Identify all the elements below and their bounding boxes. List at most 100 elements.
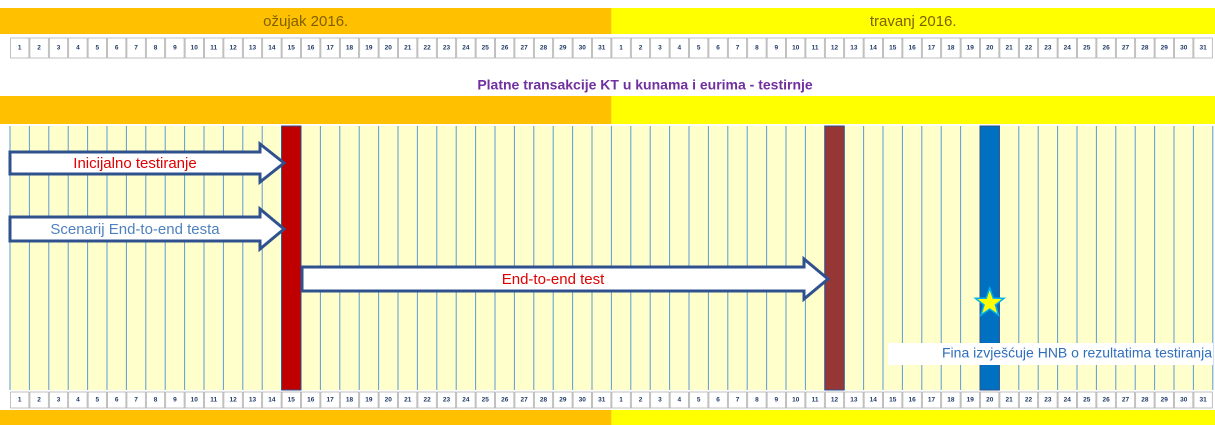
day-number: 25 [482, 397, 490, 404]
day-cell [320, 391, 340, 409]
task-label: End-to-end test [502, 271, 605, 288]
task-label: Scenarij End-to-end testa [50, 221, 220, 238]
day-number: 21 [1005, 45, 1013, 52]
milestone-label: Fina izvješćuje HNB o rezultatima testir… [942, 345, 1212, 361]
day-number: 24 [462, 45, 470, 52]
day-number: 31 [598, 397, 606, 404]
day-number: 27 [520, 45, 528, 52]
day-number: 29 [1161, 45, 1169, 52]
day-cell [533, 391, 554, 409]
day-number: 15 [889, 45, 897, 52]
day-number: 7 [134, 45, 138, 52]
day-number: 28 [1141, 397, 1149, 404]
month-band [0, 8, 612, 34]
day-number: 18 [346, 45, 354, 52]
milestone-label-bg [888, 343, 1213, 365]
day-number: 26 [1102, 45, 1110, 52]
day-cell [533, 37, 554, 59]
day-cell [359, 391, 379, 409]
day-cell [417, 37, 437, 59]
day-cell [1018, 391, 1039, 409]
day-number: 21 [404, 397, 412, 404]
day-number: 21 [1005, 397, 1013, 404]
day-number: 10 [191, 397, 199, 404]
day-cell [184, 391, 204, 409]
day-number: 31 [1199, 397, 1207, 404]
day-number: 22 [423, 397, 431, 404]
day-cell [262, 391, 282, 409]
day-cell [1154, 37, 1174, 59]
day-number: 22 [1025, 397, 1033, 404]
day-number: 16 [908, 45, 916, 52]
day-cell [29, 37, 49, 59]
day-cell [242, 391, 263, 409]
day-cell [1115, 391, 1136, 409]
day-number: 6 [115, 397, 119, 404]
day-cell [320, 37, 340, 59]
day-number: 4 [677, 45, 681, 52]
day-number: 8 [755, 45, 759, 52]
day-number: 6 [716, 397, 720, 404]
day-number: 20 [385, 45, 393, 52]
day-cell [301, 37, 321, 59]
day-number: 8 [154, 397, 158, 404]
day-number: 14 [268, 397, 276, 404]
day-number: 31 [1199, 45, 1207, 52]
day-cell [805, 37, 825, 59]
day-number: 1 [619, 45, 623, 52]
day-number: 2 [37, 397, 41, 404]
day-number: 21 [404, 45, 412, 52]
task-arrow [8, 205, 287, 253]
day-cell [766, 391, 786, 409]
day-number: 20 [385, 397, 393, 404]
day-cell [669, 391, 689, 409]
day-number: 25 [1083, 45, 1091, 52]
day-number: 29 [1161, 397, 1169, 404]
day-cell [339, 37, 360, 59]
day-number: 28 [540, 45, 548, 52]
day-number: 17 [928, 397, 936, 404]
day-number: 3 [57, 45, 61, 52]
day-number: 11 [812, 45, 819, 52]
day-cell [883, 391, 903, 409]
month-label: travanj 2016. [870, 13, 957, 30]
day-number: 10 [191, 45, 199, 52]
day-cell [204, 391, 224, 409]
milestone-bar [824, 125, 845, 391]
day-number: 16 [908, 397, 916, 404]
day-cell [398, 37, 418, 59]
month-band [611, 8, 1215, 34]
day-number: 12 [229, 45, 237, 52]
day-number: 16 [307, 397, 315, 404]
day-cell [398, 391, 418, 409]
day-number: 29 [559, 45, 567, 52]
day-cell [514, 37, 534, 59]
day-cell [1096, 391, 1116, 409]
day-cell [456, 391, 476, 409]
day-cell [611, 391, 631, 409]
day-cell [747, 391, 767, 409]
day-number: 24 [462, 397, 470, 404]
day-cell [592, 37, 612, 59]
day-cell [378, 391, 398, 409]
day-cell [1057, 37, 1077, 59]
day-number: 14 [870, 45, 878, 52]
day-cell [242, 37, 263, 59]
day-cell [10, 37, 30, 59]
day-number: 14 [268, 45, 276, 52]
day-number: 6 [716, 45, 720, 52]
day-number: 28 [1141, 45, 1149, 52]
day-cell [68, 37, 88, 59]
day-number: 7 [736, 397, 740, 404]
day-number: 22 [1025, 45, 1033, 52]
day-number: 19 [365, 397, 373, 404]
day-cell [786, 37, 806, 59]
day-cell [999, 37, 1019, 59]
day-cell [204, 37, 224, 59]
day-number: 11 [210, 397, 217, 404]
day-number: 30 [579, 397, 587, 404]
day-cell [68, 391, 88, 409]
day-cell [145, 37, 166, 59]
day-cell [708, 391, 728, 409]
